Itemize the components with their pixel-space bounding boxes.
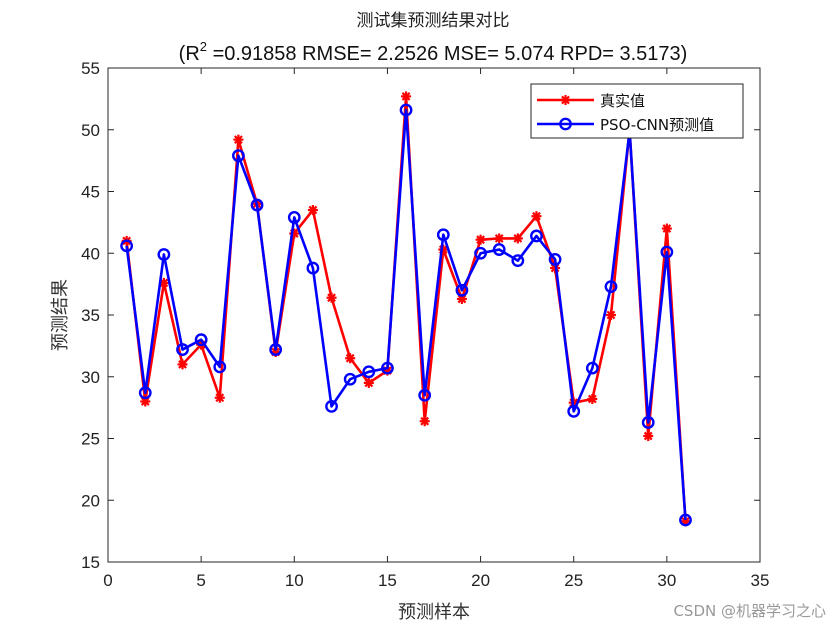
point-true-value: [177, 359, 188, 370]
point-pso-cnn: [231, 149, 245, 163]
point-true-value: [494, 233, 505, 244]
y-tick-label: 55: [81, 59, 100, 78]
y-tick-label: 35: [81, 306, 100, 325]
x-tick-label: 25: [564, 571, 583, 590]
title-group: 测试集预测结果对比 (R2 =0.91858 RMSE= 2.2526 MSE=…: [179, 11, 688, 65]
point-pso-cnn: [604, 280, 618, 293]
point-pso-cnn: [436, 228, 450, 242]
point-true-value: [214, 392, 225, 403]
point-pso-cnn: [325, 399, 338, 413]
point-pso-cnn: [362, 365, 376, 379]
point-pso-cnn: [567, 404, 581, 418]
point-pso-cnn: [418, 388, 432, 402]
subtitle-metrics: =0.91858 RMSE= 2.2526 MSE= 5.074 RPD= 3.…: [207, 43, 687, 65]
point-pso-cnn: [381, 361, 394, 375]
x-tick-label: 0: [103, 571, 112, 590]
point-pso-cnn: [343, 372, 357, 386]
y-tick-label: 25: [81, 430, 100, 449]
point-pso-cnn: [176, 343, 189, 356]
x-tick-label: 5: [196, 571, 205, 590]
point-true-value: [326, 292, 337, 303]
line-pso-cnn: [125, 108, 687, 521]
point-pso-cnn: [548, 253, 562, 266]
point-pso-cnn: [660, 245, 674, 259]
point-true-value: [401, 91, 412, 102]
point-pso-cnn: [585, 361, 599, 375]
x-tick-label: 15: [378, 571, 397, 590]
point-pso-cnn: [530, 229, 543, 243]
x-tick-label: 20: [471, 571, 490, 590]
y-tick-label: 30: [81, 368, 100, 387]
y-tick-label: 15: [81, 553, 100, 572]
x-axis-label: 预测样本: [398, 602, 470, 623]
point-pso-cnn: [138, 386, 152, 400]
legend: 真实值 PSO-CNN预测值: [530, 83, 744, 139]
point-pso-cnn: [213, 360, 227, 374]
point-true-value: [605, 310, 616, 320]
series-layer: [120, 91, 692, 527]
x-axis: 0 5 10 15 20 25 30 35: [103, 68, 769, 590]
point-true-value: [643, 431, 654, 442]
legend-symbol-pso-cnn: [537, 117, 594, 131]
series-pso-cnn: [120, 103, 692, 527]
point-true-value: [587, 393, 598, 404]
subtitle-superscript: 2: [200, 39, 207, 54]
point-pso-cnn: [492, 243, 506, 256]
point-true-value: [345, 353, 356, 364]
point-pso-cnn: [194, 333, 208, 347]
chart-subtitle: (R2 =0.91858 RMSE= 2.2526 MSE= 5.074 RPD…: [179, 39, 688, 65]
point-true-value: [512, 233, 523, 244]
legend-label-true-value: 真实值: [600, 92, 645, 110]
point-true-value: [531, 211, 542, 222]
subtitle-prefix: (R: [179, 43, 200, 65]
point-pso-cnn: [157, 248, 171, 261]
legend-marker-true-value: [560, 95, 571, 105]
point-pso-cnn: [679, 513, 692, 527]
point-pso-cnn: [474, 246, 487, 260]
y-tick-label: 50: [81, 121, 100, 140]
point-true-value: [307, 205, 318, 216]
point-pso-cnn: [120, 239, 134, 253]
legend-symbol-true-value: [537, 95, 594, 105]
x-tick-label: 10: [285, 571, 304, 590]
y-tick-label: 45: [81, 183, 100, 202]
point-true-value: [475, 234, 486, 245]
point-true-value: [419, 416, 430, 427]
y-axis: 15 20 25 30 35 40 45 50 55: [81, 59, 760, 572]
point-pso-cnn: [455, 283, 469, 297]
point-pso-cnn: [250, 198, 264, 212]
point-true-value: [661, 223, 672, 234]
point-true-value: [233, 134, 244, 145]
point-pso-cnn: [306, 261, 320, 275]
x-tick-label: 30: [657, 571, 676, 590]
y-tick-label: 40: [81, 244, 100, 263]
point-pso-cnn: [399, 103, 413, 117]
point-pso-cnn: [287, 211, 301, 224]
legend-label-pso-cnn: PSO-CNN预测值: [600, 116, 714, 134]
x-tick-label: 35: [751, 571, 770, 590]
point-pso-cnn: [511, 254, 525, 268]
chart-title: 测试集预测结果对比: [357, 11, 510, 31]
watermark: CSDN @机器学习之心: [673, 602, 826, 620]
point-true-value: [363, 377, 374, 388]
y-tick-label: 20: [81, 491, 100, 510]
y-axis-label: 预测结果: [50, 279, 71, 351]
legend-marker-pso-cnn: [559, 117, 572, 131]
point-pso-cnn: [269, 343, 283, 356]
point-pso-cnn: [641, 416, 655, 429]
